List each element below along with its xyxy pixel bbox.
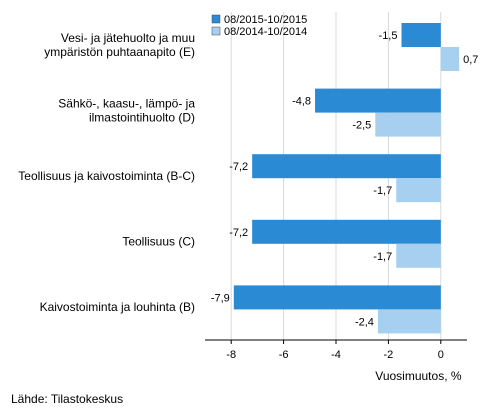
data-label: -7,2 (229, 227, 248, 239)
bar-current (252, 219, 441, 244)
category-label: Sähkö-, kaasu-, lämpö- ja ilmastointihuol… (58, 96, 195, 124)
legend-label: 08/2015-10/2015 (224, 14, 307, 26)
data-labels: -1,5 0,7 -4,8 -2,5 -7,2 -1,7 -7,2 -1,7 -7,9 -2,4 (211, 30, 479, 328)
legend-label: 08/2014-10/2014 (224, 26, 307, 38)
category-labels: Vesi- ja jätehuolto ja muu ympäristön puh… (18, 31, 195, 314)
data-label: -1,5 (379, 30, 398, 42)
x-axis-title: Vuosimuutos, % (375, 369, 462, 383)
bar-current (315, 88, 441, 113)
bar-current (233, 285, 441, 310)
source-note: Lähde: Tilastokeskus (11, 392, 124, 406)
bar-previous (375, 112, 441, 137)
x-axis-ticks: -8 -6 -4 -2 0 (226, 340, 444, 361)
legend-swatch (211, 14, 221, 24)
x-tick-label: 0 (438, 349, 444, 361)
x-tick-label: -2 (384, 349, 394, 361)
category-label: Teollisuus (C) (122, 235, 195, 249)
bar-current (252, 154, 441, 179)
data-label: 0,7 (463, 54, 478, 66)
data-label: -1,7 (373, 185, 392, 197)
bar-previous (396, 243, 441, 268)
x-tick-label: -8 (226, 349, 236, 361)
category-label: Kaivostoiminta ja louhinta (B) (40, 300, 195, 314)
category-label: Vesi- ja jätehuolto ja muu ympäristön puh… (44, 31, 195, 59)
bar-current (401, 23, 441, 47)
data-label: -7,2 (229, 161, 248, 173)
bar-previous (440, 47, 460, 71)
legend-swatch (211, 26, 221, 36)
bars (233, 23, 460, 334)
bar-previous (396, 178, 441, 203)
x-tick-label: -6 (279, 349, 289, 361)
data-label: -2,4 (355, 316, 374, 328)
x-tick-label: -4 (331, 349, 341, 361)
data-label: -2,5 (352, 120, 371, 132)
data-label: -7,9 (211, 292, 230, 304)
data-label: -4,8 (292, 96, 311, 108)
data-label: -1,7 (373, 251, 392, 263)
bar-previous (377, 309, 441, 334)
category-label: Teollisuus ja kaivostoiminta (B-C) (18, 169, 195, 183)
